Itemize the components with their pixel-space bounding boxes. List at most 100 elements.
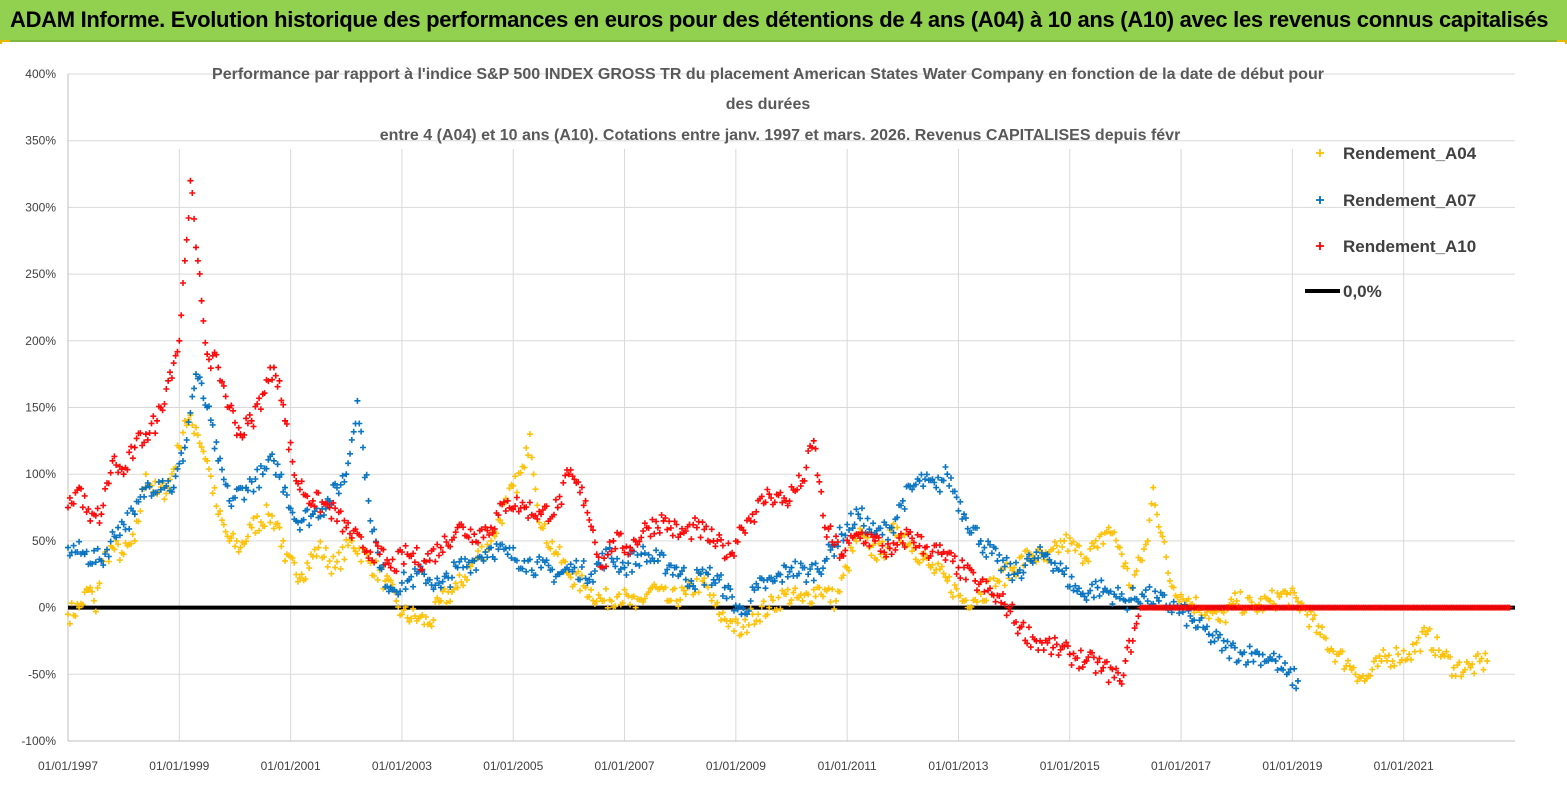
series-markers [194, 257, 203, 277]
data-point [1155, 597, 1162, 604]
data-point [98, 557, 105, 564]
series-markers [768, 489, 788, 508]
series-markers [1207, 628, 1227, 654]
x-tick-label: 01/01/2011 [818, 759, 877, 773]
data-point [359, 544, 366, 551]
series-markers [489, 499, 509, 536]
data-point [749, 611, 756, 618]
series-markers [172, 450, 186, 480]
series-markers [423, 541, 442, 565]
series-markers [1146, 500, 1155, 524]
data-point [76, 604, 83, 611]
series-markers [857, 529, 877, 550]
series-markers [250, 502, 270, 536]
data-point [504, 497, 511, 504]
data-point [215, 364, 222, 371]
data-point [332, 564, 339, 571]
data-point [1144, 537, 1151, 544]
series-markers [640, 543, 660, 565]
data-point [1005, 604, 1012, 611]
chart-title-line-3: entre 4 (A04) et 10 ans (A10). Cotations… [380, 127, 1181, 144]
series-markers [1051, 634, 1071, 659]
data-point [688, 577, 695, 584]
data-point [181, 257, 188, 264]
data-point [738, 611, 745, 618]
series-markers [645, 512, 665, 540]
series-markers [1257, 650, 1277, 669]
data-point [716, 611, 723, 618]
series-markers [656, 549, 676, 578]
legend-marker-swatch [1316, 242, 1324, 250]
data-point [565, 471, 572, 478]
data-point [1044, 551, 1051, 558]
data-point [833, 597, 840, 604]
series-markers [890, 526, 910, 553]
series-markers [116, 505, 136, 539]
series-markers [662, 515, 682, 541]
series-markers [601, 585, 621, 611]
series-markers [946, 475, 966, 522]
series-markers [78, 485, 92, 516]
data-point [487, 544, 494, 551]
series-markers [178, 429, 186, 452]
data-point [343, 524, 350, 531]
series-markers [539, 557, 559, 585]
series-markers [539, 496, 559, 525]
data-point [282, 557, 289, 564]
data-point [142, 431, 149, 438]
series-markers [423, 575, 442, 593]
series-markers [617, 586, 637, 608]
data-point [504, 551, 511, 558]
series-markers [573, 557, 593, 587]
data-point [615, 591, 622, 598]
data-point [1094, 544, 1101, 551]
data-point [682, 591, 689, 598]
data-point [1506, 604, 1513, 611]
series-markers [996, 551, 1016, 584]
chart-area: 400% 350% 300% 250% 200% 150% 100% 50% 0% -50% -10… [0, 44, 1567, 790]
data-point [154, 417, 161, 424]
series-markers [1441, 648, 1455, 679]
data-point [816, 584, 823, 591]
series-markers [66, 538, 86, 559]
data-point [1083, 657, 1090, 664]
data-point [755, 584, 762, 591]
data-point [1166, 577, 1173, 584]
series-markers [1374, 604, 1411, 611]
data-point [421, 571, 428, 578]
series-markers [228, 402, 242, 439]
data-point [1011, 564, 1018, 571]
series-markers [1352, 671, 1366, 685]
data-point [632, 604, 639, 611]
data-point [1094, 584, 1101, 591]
data-point [977, 591, 984, 598]
y-tick-label: 350% [25, 134, 56, 148]
legend-item-Rendement_A07: Rendement_A07 [1316, 191, 1476, 210]
data-point [159, 477, 166, 484]
data-point [437, 597, 444, 604]
y-tick-label: -50% [28, 667, 56, 681]
series-markers [1285, 665, 1300, 692]
series-markers [122, 443, 136, 473]
chart-title-line-2: des durées [726, 96, 811, 113]
series-markers [556, 467, 570, 508]
series-markers [167, 348, 181, 382]
series-markers [1274, 653, 1288, 673]
x-tick-label: 01/01/1997 [38, 759, 98, 773]
data-point [766, 491, 773, 498]
data-point [454, 524, 461, 531]
legend-marker-swatch [1316, 149, 1324, 157]
series-markers [751, 486, 771, 525]
data-point [176, 337, 183, 344]
series-markers [1174, 604, 1211, 611]
series-markers [473, 524, 493, 546]
data-point [1267, 597, 1274, 604]
series-markers [567, 466, 587, 509]
data-point [1406, 651, 1413, 658]
series-markers [784, 585, 804, 607]
data-point [721, 584, 728, 591]
data-point [131, 511, 138, 518]
series-markers [1018, 619, 1038, 651]
series-markers [695, 518, 715, 545]
data-point [1205, 631, 1212, 638]
